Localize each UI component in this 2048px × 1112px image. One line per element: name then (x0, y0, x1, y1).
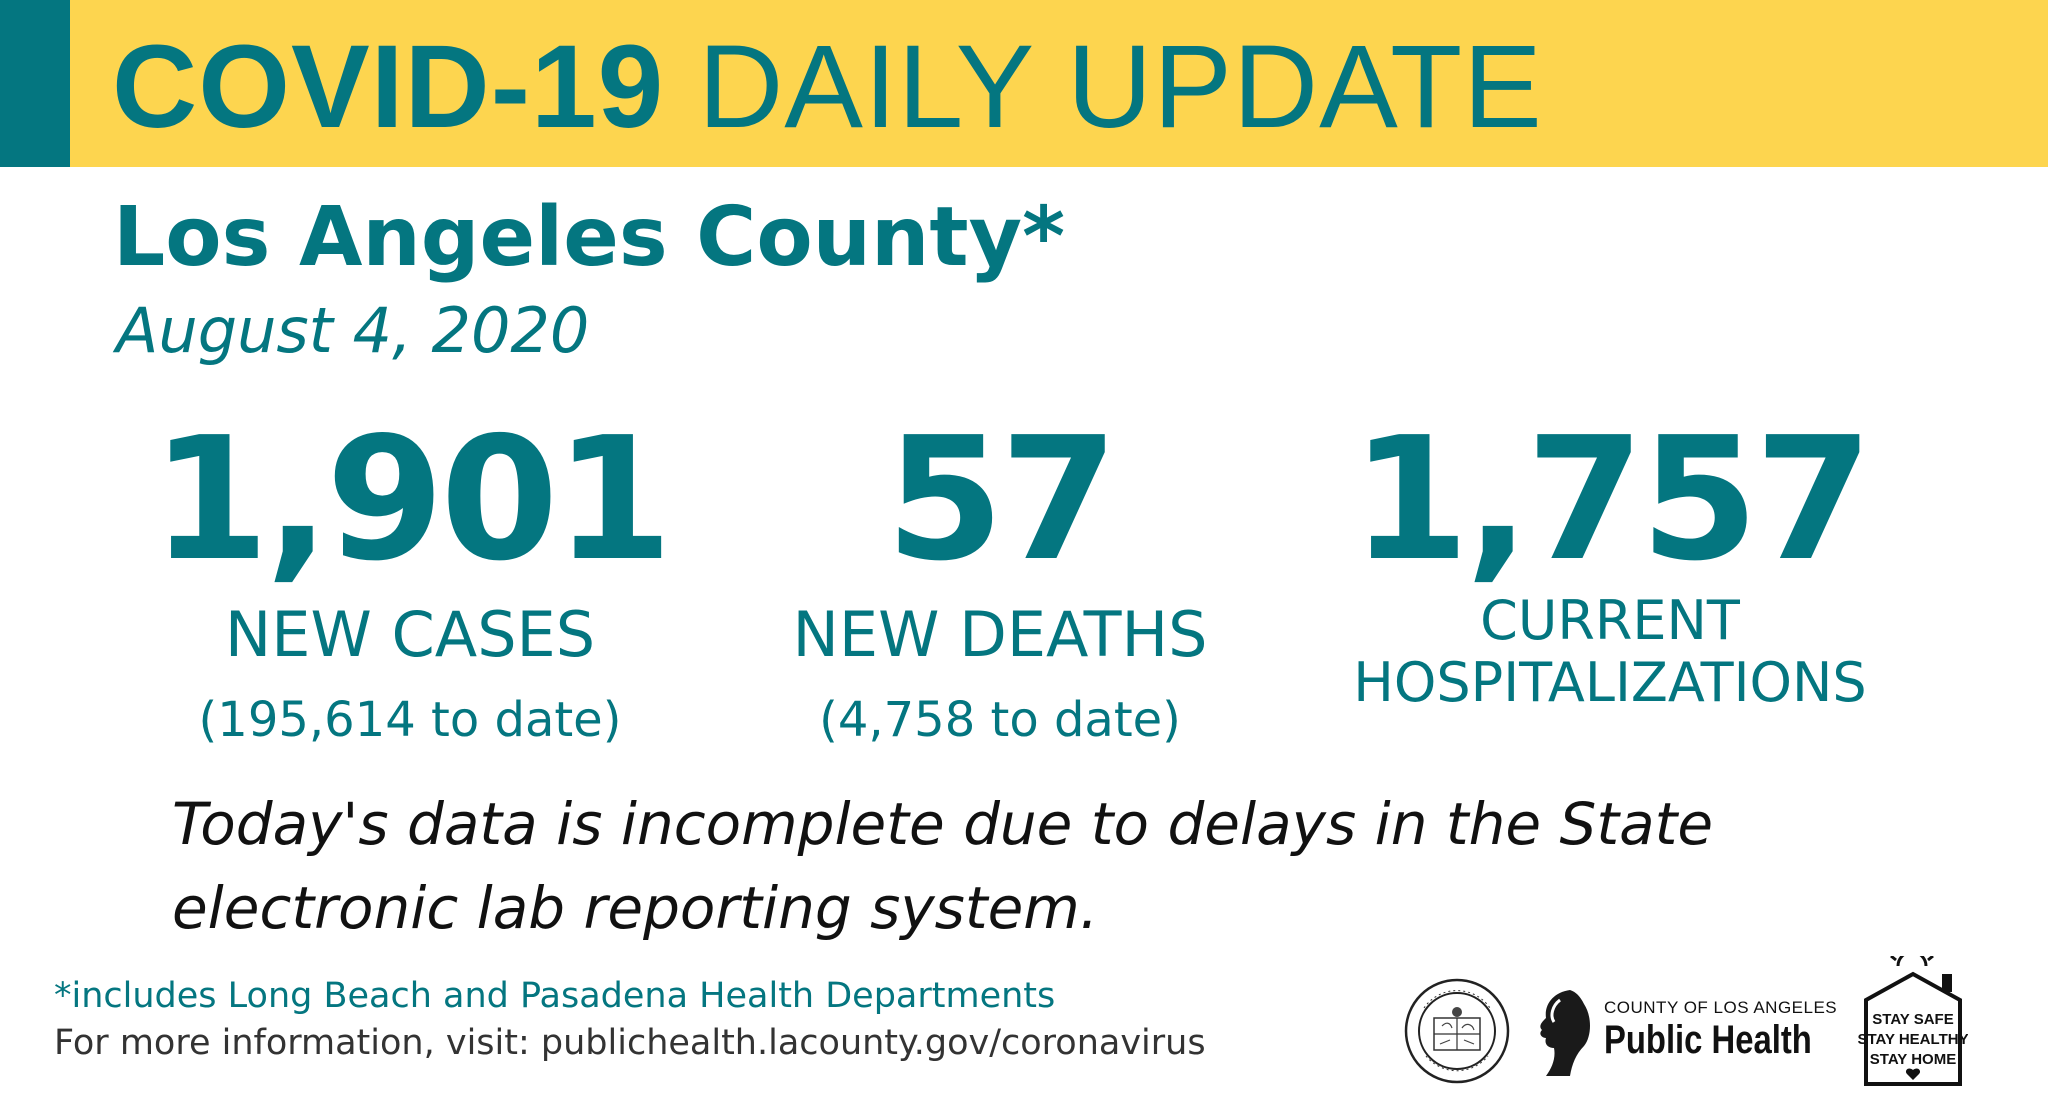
stat-new-cases: 1,901 NEW CASES (195,614 to date) (150, 401, 673, 750)
cases-to-date: (195,614 to date) (198, 692, 622, 748)
stay-line1: STAY SAFE (1872, 1011, 1953, 1028)
hospitalizations-label-line1: CURRENT (1480, 589, 1740, 652)
faces-silhouette-icon (1540, 990, 1590, 1076)
footnote: *includes Long Beach and Pasadena Health… (54, 976, 1056, 1016)
header-banner (0, 0, 2048, 167)
page-title: COVID-19 DAILY UPDATE (112, 22, 1543, 152)
stay-line2: STAY HEALTHY (1858, 1031, 1968, 1048)
stat-hospitalizations: 1,757 CURRENT HOSPITALIZATIONS (1300, 410, 1920, 714)
stat-new-deaths: 57 NEW DEATHS (4,758 to date) (740, 410, 1260, 750)
new-cases-label: NEW CASES (224, 598, 596, 671)
hospitalizations-label-line2: HOSPITALIZATIONS (1353, 651, 1867, 714)
header-accent-block (0, 0, 70, 167)
more-info-text: For more information, visit: publichealt… (54, 1023, 1206, 1063)
county-seal-logo (1404, 978, 1510, 1084)
data-incomplete-notice: Today's data is incomplete due to delays… (172, 790, 1714, 942)
report-date: August 4, 2020 (116, 294, 590, 367)
heart-icon (1905, 1068, 1921, 1080)
title-daily-update: DAILY UPDATE (698, 21, 1543, 153)
public-health-county-text: COUNTY OF LOS ANGELES (1604, 998, 1838, 1017)
public-health-logo: COUNTY OF LOS ANGELES Public Health (1530, 982, 1837, 1082)
stay-line3: STAY HOME (1870, 1051, 1956, 1068)
hospitalizations-value: 1,757 (1351, 401, 1873, 599)
location-heading: Los Angeles County* (113, 190, 1065, 285)
title-covid: COVID-19 (112, 21, 665, 153)
new-deaths-value: 57 (885, 401, 1119, 599)
new-deaths-label: NEW DEATHS (792, 598, 1208, 671)
new-cases-value: 1,901 (151, 401, 673, 599)
stay-safe-logo: STAY SAFE STAY HEALTHY STAY HOME (1858, 956, 1968, 1086)
deaths-to-date: (4,758 to date) (819, 692, 1181, 748)
public-health-title: Public Health (1604, 1018, 1812, 1062)
